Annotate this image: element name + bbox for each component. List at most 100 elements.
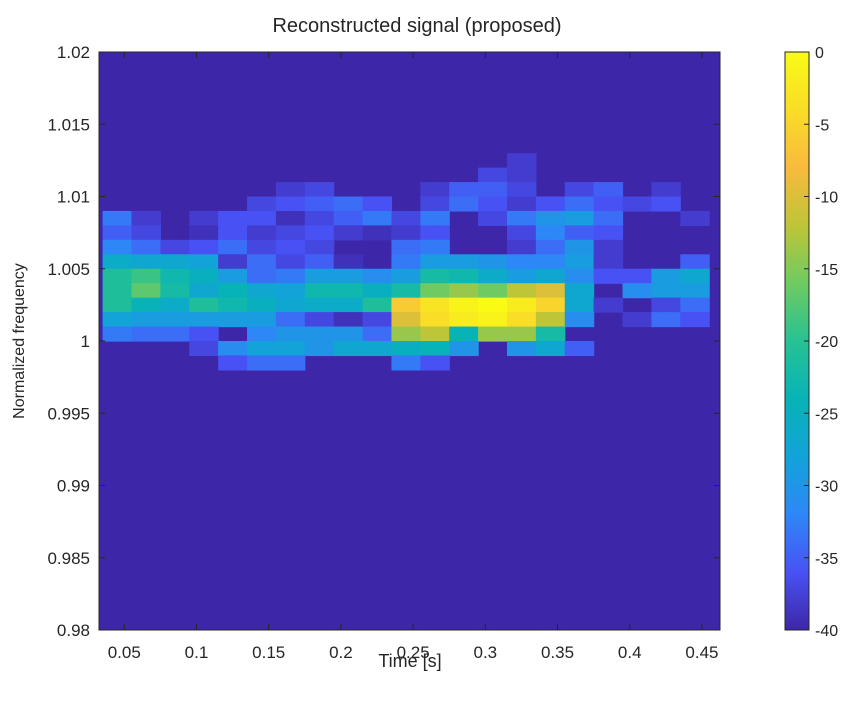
- heatmap-cell: [348, 326, 364, 342]
- heatmap-cell: [117, 239, 133, 255]
- heatmap-cell: [131, 283, 147, 299]
- heatmap-cell: [275, 182, 291, 198]
- heatmap-cell: [463, 196, 479, 212]
- heatmap-cell: [405, 210, 421, 226]
- heatmap-cell: [131, 326, 147, 342]
- heatmap-cell: [160, 283, 176, 299]
- heatmap-cell: [535, 210, 551, 226]
- heatmap-cell: [174, 254, 190, 270]
- heatmap-cell: [203, 326, 219, 342]
- heatmap-cell: [391, 341, 407, 357]
- heatmap-cell: [174, 268, 190, 284]
- heatmap-cell: [521, 153, 537, 169]
- heatmap-cell: [579, 210, 595, 226]
- heatmap-cell: [102, 210, 118, 226]
- heatmap-cell: [492, 254, 508, 270]
- heatmap-cell: [160, 297, 176, 313]
- colorbar-tick-label: -5: [815, 117, 829, 134]
- heatmap-cell: [203, 341, 219, 357]
- heatmap-cell: [131, 254, 147, 270]
- y-tick-label: 0.995: [47, 404, 90, 423]
- chart-title: Reconstructed signal (proposed): [272, 15, 561, 37]
- heatmap-cell: [622, 268, 638, 284]
- colorbar-tick-label: -10: [815, 190, 838, 207]
- heatmap-cell: [636, 312, 652, 328]
- heatmap-cell: [290, 182, 306, 198]
- heatmap-cell: [506, 225, 523, 241]
- heatmap-cell: [362, 210, 378, 226]
- heatmap-cell: [232, 312, 248, 328]
- heatmap-cell: [651, 196, 667, 212]
- heatmap-cell: [275, 268, 291, 284]
- heatmap-cell: [492, 283, 508, 299]
- heatmap-cell: [680, 297, 696, 313]
- heatmap-cell: [478, 196, 494, 212]
- heatmap-cell: [333, 225, 349, 241]
- heatmap-cell: [405, 312, 421, 328]
- heatmap-cell: [174, 297, 190, 313]
- heatmap-cell: [521, 239, 537, 255]
- heatmap-cell: [420, 239, 436, 255]
- colorbar-tick-label: -40: [815, 623, 838, 640]
- heatmap-cell: [275, 355, 291, 371]
- heatmap-cell: [405, 254, 421, 270]
- heatmap-cell: [232, 268, 248, 284]
- heatmap-cell: [333, 268, 349, 284]
- colorbar-tick-label: -20: [815, 334, 838, 351]
- x-axis-label: Time [s]: [378, 651, 441, 671]
- heatmap-cell: [391, 283, 407, 299]
- heatmap-cell: [622, 312, 638, 328]
- heatmap-cell: [521, 210, 537, 226]
- y-axis-ticks: 0.98 0.985 0.99 0.995 1 1.005 1.01 1.015 1.02: [47, 43, 720, 640]
- heatmap-cell: [160, 268, 176, 284]
- heatmap-cell: [304, 283, 320, 299]
- heatmap-cell: [564, 182, 580, 198]
- heatmap-cell: [304, 341, 320, 357]
- heatmap-cell: [102, 312, 118, 328]
- heatmap-cell: [319, 254, 335, 270]
- heatmap-cell: [636, 283, 652, 299]
- heatmap-cell: [232, 210, 248, 226]
- heatmap-cell: [174, 239, 190, 255]
- heatmap-cell: [434, 297, 450, 313]
- heatmap-cell: [506, 153, 523, 169]
- heatmap-cell: [550, 297, 566, 313]
- heatmap-cell: [145, 283, 161, 299]
- heatmap-cell: [665, 283, 681, 299]
- heatmap-cell: [304, 312, 320, 328]
- heatmap-cell: [420, 283, 436, 299]
- heatmap-cell: [420, 312, 436, 328]
- heatmap-cell: [290, 283, 306, 299]
- heatmap-cell: [521, 297, 537, 313]
- heatmap-cell: [247, 196, 263, 212]
- heatmap-cell: [521, 167, 537, 183]
- y-tick-label: 1.01: [57, 188, 90, 207]
- heatmap-cell: [319, 182, 335, 198]
- heatmap-cell: [362, 341, 378, 357]
- heatmap-cell: [319, 196, 335, 212]
- heatmap-cell: [492, 210, 508, 226]
- heatmap-cell: [232, 225, 248, 241]
- heatmap-cell: [203, 254, 219, 270]
- heatmap-cell: [218, 297, 234, 313]
- heatmap-cell: [131, 210, 147, 226]
- heatmap-cells: [99, 52, 720, 630]
- heatmap-cell: [290, 312, 306, 328]
- heatmap-cell: [232, 297, 248, 313]
- heatmap-cell: [521, 268, 537, 284]
- heatmap-cell: [247, 341, 263, 357]
- heatmap-cell: [247, 297, 263, 313]
- heatmap-cell: [463, 182, 479, 198]
- heatmap-cell: [550, 341, 566, 357]
- heatmap-cell: [665, 196, 681, 212]
- heatmap-cell: [377, 225, 393, 241]
- y-tick-label: 1.015: [47, 115, 90, 134]
- heatmap-cell: [564, 283, 580, 299]
- x-tick-label: 0.2: [329, 643, 353, 662]
- heatmap-cell: [261, 355, 277, 371]
- heatmap-cell: [174, 312, 190, 328]
- heatmap-cell: [405, 239, 421, 255]
- heatmap-cell: [247, 326, 263, 342]
- heatmap-cell: [174, 326, 190, 342]
- heatmap-cell: [506, 312, 523, 328]
